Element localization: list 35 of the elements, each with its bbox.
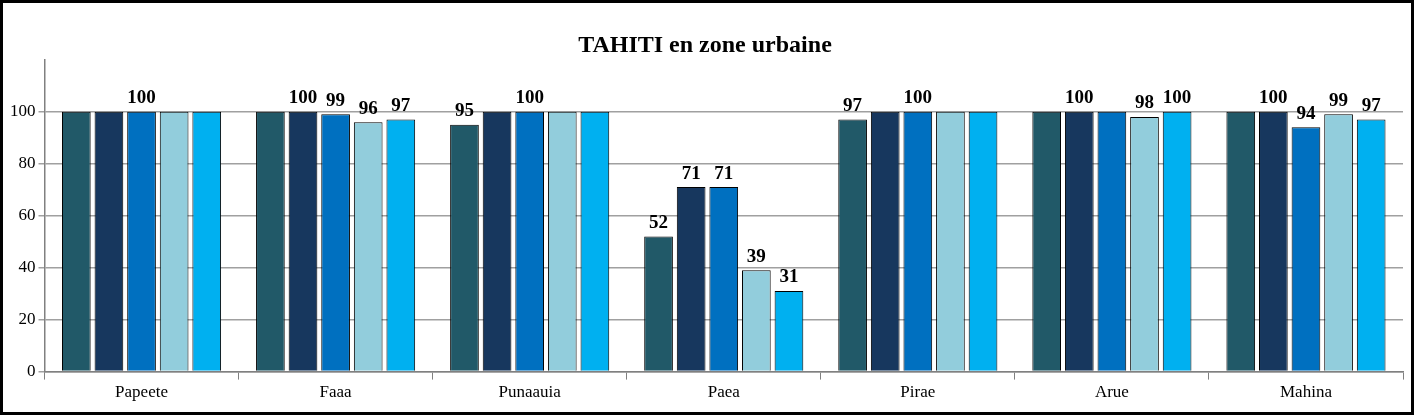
x-tick-label: Papeete bbox=[115, 382, 168, 402]
data-label: 99 bbox=[326, 88, 346, 110]
y-tick-label: 80 bbox=[18, 153, 36, 173]
data-label: 97 bbox=[843, 93, 863, 115]
data-label: 97 bbox=[1361, 93, 1382, 115]
data-label: 100 bbox=[1162, 86, 1192, 108]
data-label: 96 bbox=[358, 96, 378, 118]
data-label: 100 bbox=[1065, 86, 1094, 108]
x-tick-label: Faaa bbox=[319, 382, 353, 402]
data-label: 100 bbox=[1259, 86, 1288, 108]
x-tick-label: Punaauia bbox=[498, 382, 562, 402]
data-label: 100 bbox=[515, 86, 544, 108]
data-label: 39 bbox=[746, 244, 766, 266]
data-label: 100 bbox=[903, 86, 933, 108]
x-tick-label: Mahina bbox=[1280, 382, 1333, 402]
y-tick-label: 20 bbox=[18, 309, 36, 329]
y-tick-label: 0 bbox=[27, 361, 36, 381]
x-tick-label: Arue bbox=[1094, 382, 1129, 402]
data-label: 31 bbox=[779, 265, 799, 287]
data-label: 98 bbox=[1135, 91, 1154, 113]
data-label: 52 bbox=[649, 210, 669, 232]
data-label: 100 bbox=[288, 86, 318, 108]
chart-title: TAHITI en zone urbaine bbox=[578, 30, 833, 57]
data-label: 71 bbox=[714, 161, 734, 183]
data-label: 71 bbox=[681, 161, 701, 183]
y-tick-label: 100 bbox=[10, 101, 36, 121]
data-label: 97 bbox=[391, 93, 411, 115]
data-label: 94 bbox=[1296, 101, 1316, 123]
y-tick-label: 40 bbox=[18, 257, 36, 277]
data-label: 99 bbox=[1329, 88, 1349, 110]
x-tick-label: Pirae bbox=[900, 382, 936, 402]
x-tick-label: Paea bbox=[707, 382, 741, 402]
y-tick-label: 60 bbox=[18, 205, 36, 225]
data-label: 95 bbox=[454, 99, 474, 121]
data-label: 100 bbox=[127, 86, 156, 108]
